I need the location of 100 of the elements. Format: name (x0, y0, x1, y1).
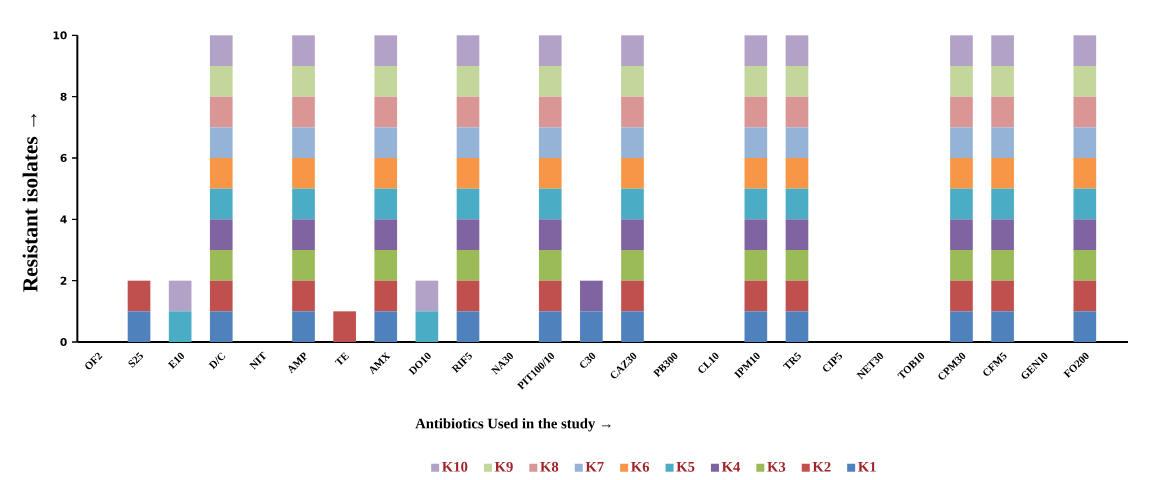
bar (950, 127, 973, 158)
x-tick-label: E10 (167, 352, 184, 369)
bar (209, 280, 233, 312)
bar (456, 158, 480, 189)
bar (538, 311, 562, 342)
bar (621, 311, 644, 342)
bar (991, 35, 1014, 67)
bar (209, 127, 233, 158)
bar (292, 66, 315, 97)
bar (1073, 66, 1097, 97)
bar (538, 96, 562, 128)
y-axis-title: Resistant isolates → (22, 114, 38, 292)
bar (950, 219, 973, 250)
bar (374, 96, 398, 128)
bar (538, 219, 562, 250)
bar (456, 188, 480, 220)
bar (538, 66, 562, 97)
bar (991, 158, 1014, 189)
legend-label: K10 (442, 461, 468, 472)
legend-label: K9 (494, 461, 513, 472)
bar (950, 66, 973, 97)
bar (621, 219, 644, 250)
bar (374, 311, 398, 342)
bar (456, 96, 480, 128)
bar (209, 158, 233, 189)
bar (621, 127, 644, 158)
bar (785, 158, 809, 189)
bar (209, 219, 233, 250)
bar (333, 311, 356, 342)
bar (744, 66, 768, 97)
bar (580, 280, 603, 312)
bar (744, 311, 768, 342)
bar (209, 311, 233, 342)
bar (621, 35, 644, 67)
bar (374, 219, 398, 250)
bar (292, 219, 315, 250)
bar (991, 250, 1014, 281)
bar (209, 250, 233, 281)
bar (415, 280, 439, 312)
bar (292, 311, 315, 342)
bar (292, 188, 315, 220)
bar (1073, 158, 1097, 189)
x-tick-label: OF2 (85, 352, 103, 370)
bar (374, 250, 398, 281)
bar (744, 280, 768, 312)
bar (744, 250, 768, 281)
bar (456, 219, 480, 250)
bar (950, 188, 973, 220)
bar (991, 66, 1014, 97)
bar (1073, 35, 1097, 67)
bar (1073, 188, 1097, 220)
bar (744, 127, 768, 158)
bar (1073, 280, 1097, 312)
bar (580, 311, 603, 342)
bar (621, 96, 644, 128)
y-tick-label: 0 (60, 337, 67, 347)
bar (744, 219, 768, 250)
bar (209, 96, 233, 128)
bar (785, 188, 809, 220)
bar (456, 35, 480, 67)
bar (785, 280, 809, 312)
bar (374, 127, 398, 158)
bar (292, 35, 315, 67)
bar (292, 127, 315, 158)
x-tick-label: C30 (580, 352, 596, 368)
bar (374, 188, 398, 220)
bar (168, 311, 192, 342)
legend-label: K2 (812, 461, 831, 472)
bar (538, 250, 562, 281)
bar (538, 158, 562, 189)
bar (785, 311, 809, 342)
bar (1073, 219, 1097, 250)
bar (621, 66, 644, 97)
bar (538, 127, 562, 158)
y-tick-label: 10 (53, 31, 67, 40)
bar (374, 280, 398, 312)
bar (744, 96, 768, 128)
x-tick-label: S25 (128, 352, 143, 368)
bar (785, 66, 809, 97)
bar (785, 250, 809, 281)
bar (456, 127, 480, 158)
legend-label: K3 (767, 461, 786, 472)
bar (209, 188, 233, 220)
y-tick-label: 8 (60, 92, 67, 101)
legend-label: K5 (676, 461, 695, 472)
bar (374, 35, 398, 67)
bar (621, 158, 644, 189)
legend-label: K4 (721, 461, 741, 472)
bar (950, 96, 973, 128)
bar (292, 158, 315, 189)
bar (950, 35, 973, 67)
bar (744, 188, 768, 220)
x-tick-label: TE (334, 352, 350, 366)
bar (538, 35, 562, 67)
bar (785, 35, 809, 67)
bar (991, 311, 1014, 342)
bar (950, 311, 973, 342)
legend-label: K6 (631, 461, 650, 472)
bar (991, 127, 1014, 158)
bar (168, 280, 192, 312)
